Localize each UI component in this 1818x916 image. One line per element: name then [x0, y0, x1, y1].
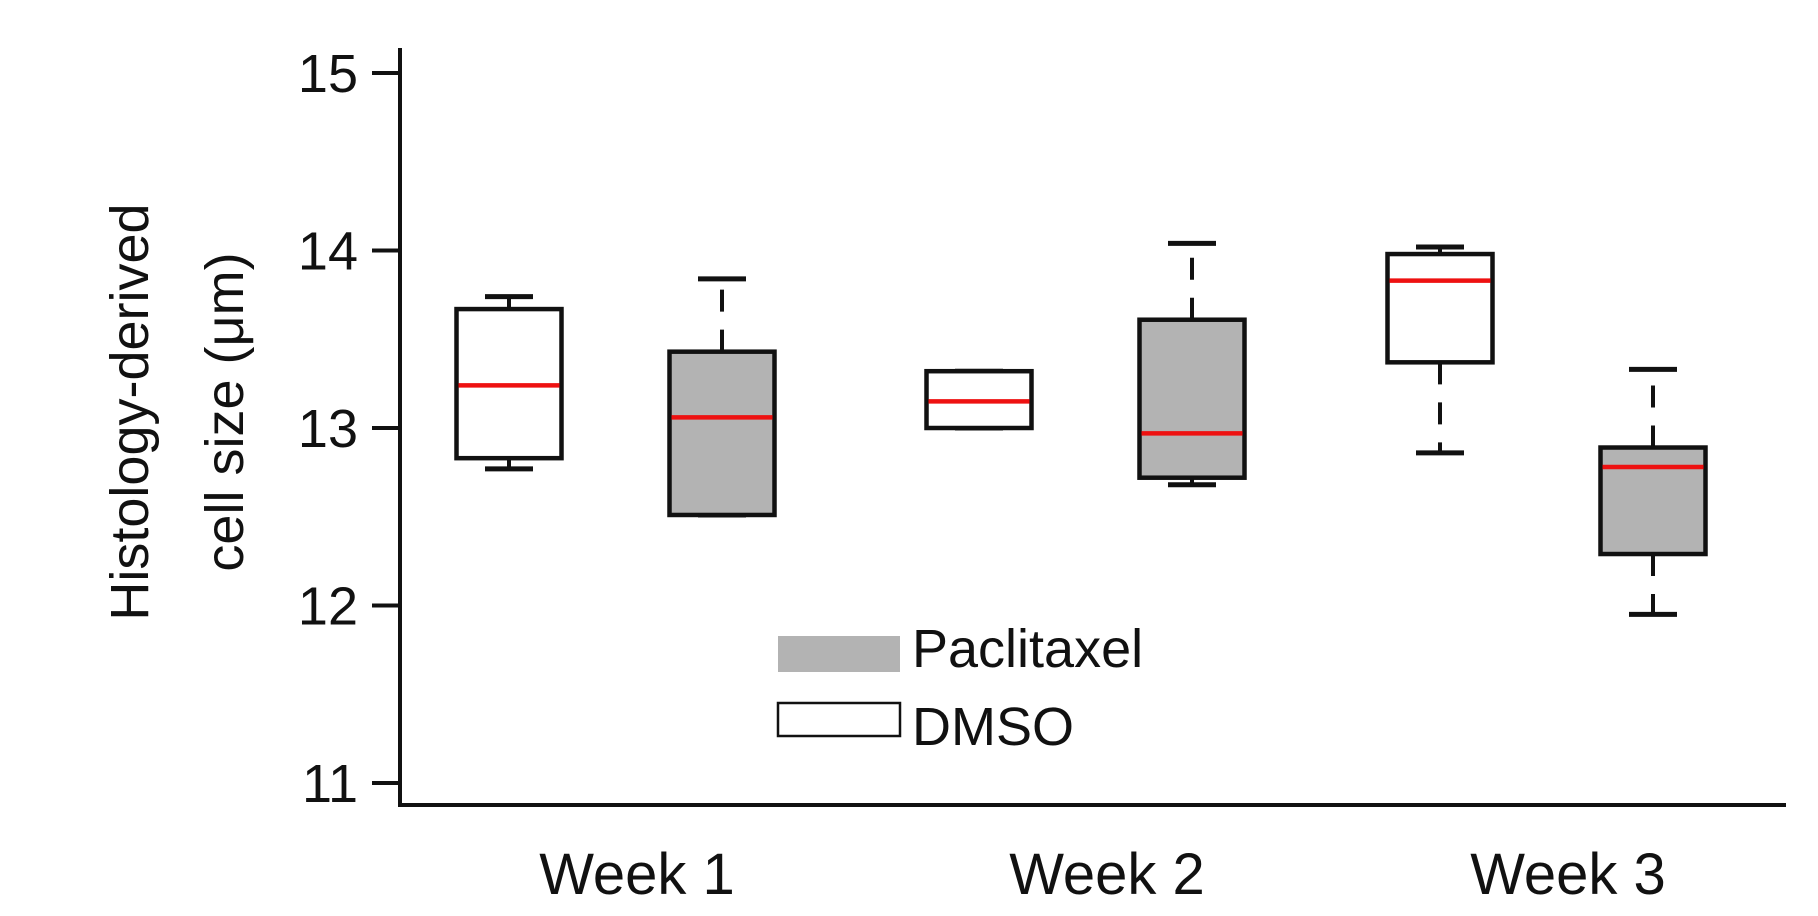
- box-paclitaxel-1: [667, 276, 777, 518]
- y-tick-label-13: 13: [298, 399, 358, 459]
- y-axis-label-line1: Histology-derived: [100, 203, 160, 620]
- y-tick-label-12: 12: [298, 577, 358, 637]
- x-tick-labels: Week 1 Week 2 Week 3: [539, 842, 1666, 907]
- box-paclitaxel-3: [1598, 366, 1708, 617]
- x-tick-label-3: Week 3: [1470, 842, 1666, 907]
- box-body: [667, 349, 777, 518]
- box-body: [1598, 445, 1708, 557]
- legend-label-dmso: DMSO: [912, 697, 1074, 757]
- y-ticks: 11 12 13 14 15: [298, 44, 400, 814]
- box-body: [1137, 317, 1247, 480]
- x-tick-label-1: Week 1: [539, 842, 735, 907]
- box-paclitaxel-2: [1137, 240, 1247, 488]
- legend: Paclitaxel DMSO: [776, 619, 1143, 757]
- y-tick-label-14: 14: [298, 222, 358, 282]
- y-tick-label-15: 15: [298, 44, 358, 104]
- legend-swatch-dmso: [776, 701, 902, 738]
- boxes: [454, 240, 1708, 617]
- y-tick-label-11: 11: [302, 754, 358, 814]
- axes: [398, 48, 1786, 807]
- legend-label-paclitaxel: Paclitaxel: [912, 619, 1143, 679]
- y-axis-label-line2: cell size (μm): [195, 252, 255, 571]
- box-dmso-1: [454, 294, 564, 472]
- box-dmso-3: [1385, 244, 1495, 456]
- x-tick-label-2: Week 2: [1009, 842, 1205, 907]
- y-axis-label: Histology-derived cell size (μm): [100, 203, 255, 620]
- legend-swatch-paclitaxel: [778, 636, 900, 672]
- box-body: [1385, 251, 1495, 365]
- box-dmso-2: [924, 368, 1034, 431]
